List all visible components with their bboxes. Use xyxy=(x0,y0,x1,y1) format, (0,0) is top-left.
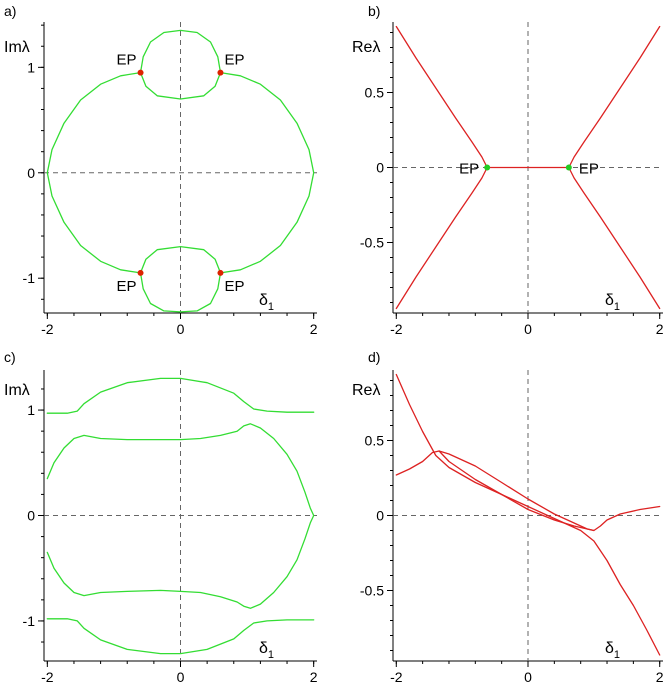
series-bottom-curve xyxy=(46,618,315,655)
x-tick-label: -2 xyxy=(390,321,403,337)
ep-point xyxy=(217,269,224,276)
x-tick-label: 2 xyxy=(310,669,318,685)
y-tick-label: -1 xyxy=(23,270,36,286)
ep-label: EP xyxy=(579,161,599,178)
x-tick-label: 0 xyxy=(524,669,532,685)
y-axis-label: Imλ xyxy=(4,382,30,399)
y-tick-label: 0 xyxy=(27,508,35,524)
ep-label: EP xyxy=(224,278,244,295)
series-upper-loop-top xyxy=(139,29,222,74)
panel-label: a) xyxy=(4,3,16,19)
series-right-branch-upper xyxy=(568,25,661,169)
series-steep-curve xyxy=(395,373,661,656)
x-tick-label: 2 xyxy=(310,321,318,337)
panel-3: -1 0 1 -2 0 2 c) Imλ δ1 xyxy=(4,349,318,685)
y-tick-label: -1 xyxy=(23,613,36,629)
series-upper-loop-bottom xyxy=(139,71,222,100)
series-left-branch-upper xyxy=(395,25,488,169)
y-tick-label: 1 xyxy=(27,402,35,418)
panel-label: b) xyxy=(368,3,380,19)
series-upper-middle-curve xyxy=(46,423,315,517)
y-axis-label: Imλ xyxy=(4,39,30,56)
series-outer-oval xyxy=(46,71,142,274)
x-tick-label: -2 xyxy=(41,669,54,685)
x-tick-label: 0 xyxy=(177,669,185,685)
ep-label: EP xyxy=(224,52,244,69)
y-tick-label: -0.5 xyxy=(360,583,384,599)
y-tick-label: 0.5 xyxy=(365,433,385,449)
x-tick-label: 0 xyxy=(177,321,185,337)
series-lower-loop-top xyxy=(139,245,222,274)
series-lower-loop-bottom xyxy=(139,272,222,313)
ep-point xyxy=(484,164,491,171)
x-axis-label: δ1 xyxy=(605,292,620,313)
panel-2: -0.5 0 0.5 -2 0 2 b) Reλ δ1 EP EP xyxy=(352,3,664,337)
series-outer-oval-right xyxy=(219,71,315,274)
x-tick-label: -2 xyxy=(41,321,54,337)
x-axis-label: δ1 xyxy=(259,292,274,313)
panel-4: -0.5 0 0.5 -2 0 2 d) Reλ δ1 xyxy=(352,349,664,685)
series-lower-middle-curve xyxy=(46,514,315,609)
panel-label: d) xyxy=(368,349,380,365)
series-left-branch-lower xyxy=(395,166,488,310)
x-tick-label: 2 xyxy=(656,321,664,337)
y-tick-label: -0.5 xyxy=(360,235,384,251)
y-tick-label: 0 xyxy=(27,165,35,181)
y-axis-label: Reλ xyxy=(352,39,380,56)
x-tick-label: -2 xyxy=(390,669,403,685)
y-axis-label: Reλ xyxy=(352,382,380,399)
y-tick-label: 0 xyxy=(376,508,384,524)
y-tick-label: 0.5 xyxy=(365,85,385,101)
ep-label: EP xyxy=(117,278,137,295)
panel-1: -1 0 1 -2 0 2 a) Imλ δ1 EP EP EP EP xyxy=(4,3,318,337)
x-axis-label: δ1 xyxy=(259,640,274,661)
ep-point xyxy=(137,69,144,76)
series-hump-curve xyxy=(395,450,661,532)
series-top-curve xyxy=(46,377,315,414)
ep-label: EP xyxy=(117,52,137,69)
ep-point xyxy=(565,164,572,171)
y-tick-label: 0 xyxy=(376,160,384,176)
ep-point xyxy=(137,269,144,276)
ep-label: EP xyxy=(459,161,479,178)
series-flat-curve xyxy=(438,450,595,532)
panel-label: c) xyxy=(4,349,16,365)
series-right-branch-lower xyxy=(568,166,661,310)
x-tick-label: 0 xyxy=(524,321,532,337)
y-tick-label: 1 xyxy=(27,59,35,75)
x-tick-label: 2 xyxy=(656,669,664,685)
ep-point xyxy=(217,69,224,76)
x-axis-label: δ1 xyxy=(605,640,620,661)
